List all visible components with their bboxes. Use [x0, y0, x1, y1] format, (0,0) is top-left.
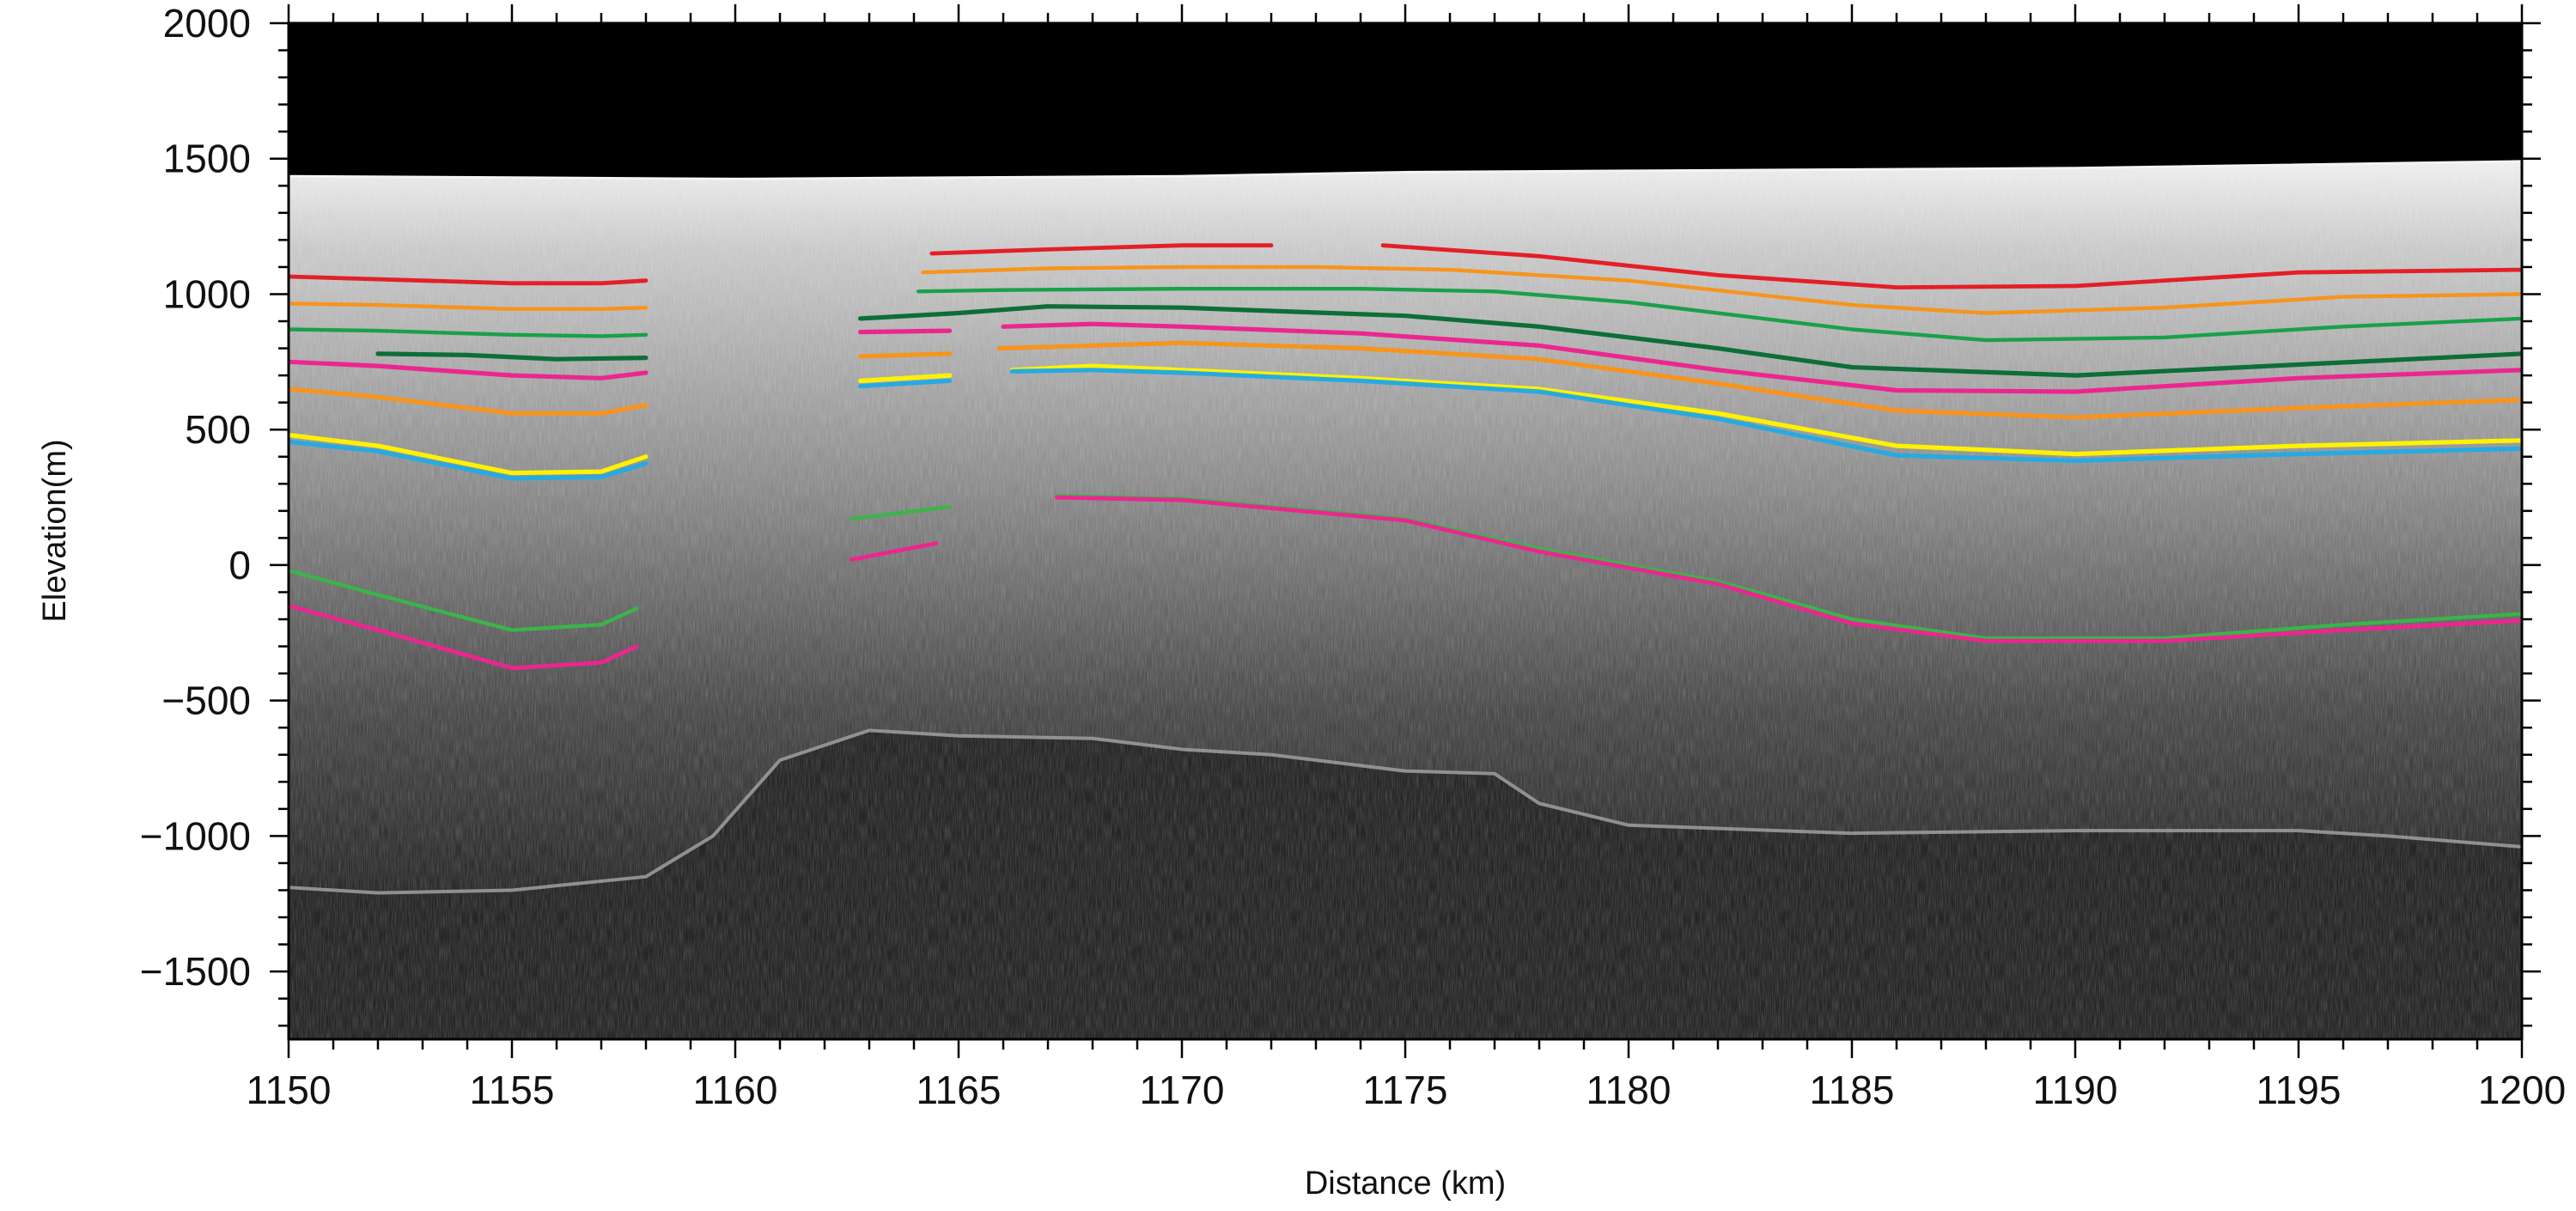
series-8-segment-3	[1009, 368, 2522, 464]
series-7-segment-2	[858, 373, 953, 383]
series-6-segment-1	[289, 386, 649, 416]
bed-reflection	[289, 728, 2522, 895]
x-tick-label: 1160	[693, 1068, 778, 1112]
y-tick-label: 1500	[163, 137, 251, 181]
series-2-segment-2	[921, 265, 2522, 315]
x-tick-label: 1155	[470, 1068, 555, 1112]
echogram-speckle	[289, 23, 2522, 1039]
series-1-segment-1	[289, 274, 649, 286]
series-1-segment-2	[929, 243, 1274, 256]
x-tick-label: 1200	[2478, 1068, 2566, 1112]
layer-series-group	[289, 243, 2522, 671]
x-axis-label: Distance (km)	[1305, 1165, 1506, 1202]
x-axis: 1150 1155 1160 1165 1170 1175 1180 1185 1190 1195…	[247, 4, 2566, 1112]
surface-reflection	[289, 160, 2522, 180]
x-tick-label: 1195	[2256, 1068, 2342, 1112]
y-tick-label: 1000	[163, 271, 251, 316]
series-8-segment-1	[289, 439, 649, 481]
x-tick-label: 1180	[1586, 1068, 1672, 1112]
series-10-segment-2	[849, 541, 939, 562]
series-7-segment-1	[289, 432, 649, 476]
series-10-segment-1	[289, 603, 639, 671]
series-4-segment-1	[375, 351, 649, 362]
x-tick-label: 1165	[917, 1068, 1002, 1112]
series-6-segment-3	[996, 340, 2522, 420]
series-5-segment-2	[858, 328, 953, 335]
y-tick-label: −1000	[140, 813, 251, 858]
series-6-segment-2	[858, 351, 953, 359]
series-5-segment-1	[289, 359, 649, 380]
x-tick-label: 1185	[1810, 1068, 1895, 1112]
series-8-segment-2	[858, 378, 953, 389]
x-tick-label: 1190	[2033, 1068, 2118, 1112]
series-4-segment-2	[858, 304, 2522, 378]
x-tick-label: 1175	[1363, 1068, 1448, 1112]
y-tick-label: 2000	[163, 1, 251, 46]
y-tick-label: −500	[161, 679, 251, 723]
series-9-segment-1	[289, 569, 639, 632]
y-axis-label: Elevation(m)	[37, 439, 73, 622]
y-tick-label: 0	[228, 543, 251, 587]
series-10-segment-3	[1055, 495, 2522, 643]
series-1-segment-3	[1380, 243, 2522, 289]
series-9-segment-2	[850, 504, 952, 521]
x-tick-label: 1170	[1140, 1068, 1225, 1112]
y-axis: 2000 1500 1000 500 0 −500 −1000 −1500	[140, 1, 2541, 1027]
air-region	[289, 23, 2522, 180]
series-3-segment-1	[289, 327, 649, 338]
plot-area	[289, 23, 2522, 1039]
y-tick-label: 500	[185, 407, 251, 452]
y-tick-label: −1500	[140, 949, 251, 994]
series-3-segment-2	[917, 287, 2522, 343]
series-7-segment-3	[1009, 363, 2522, 457]
x-tick-label: 1150	[247, 1068, 332, 1112]
series-5-segment-3	[1001, 321, 2522, 394]
series-2-segment-1	[289, 301, 649, 311]
